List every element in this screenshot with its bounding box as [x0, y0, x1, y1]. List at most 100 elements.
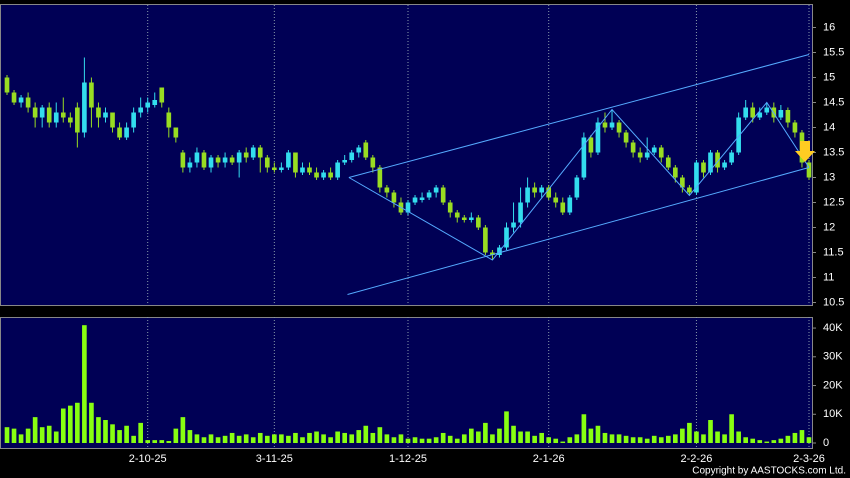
- candle-body: [53, 112, 59, 123]
- candle-body: [504, 227, 509, 248]
- candle-body: [46, 107, 52, 123]
- candle-body: [187, 162, 193, 168]
- candle-body: [539, 187, 544, 193]
- candle-body: [60, 112, 66, 118]
- volume-bar: [384, 434, 390, 443]
- volume-bar: [208, 434, 214, 443]
- volume-bar: [250, 437, 256, 443]
- candle-body: [25, 97, 31, 108]
- candle-body: [806, 162, 812, 178]
- volume-bar: [194, 434, 200, 443]
- volume-bar: [272, 434, 277, 443]
- candle-body: [103, 112, 108, 118]
- candle-body: [715, 152, 720, 168]
- copyright: Copyright by AASTOCKS.com Ltd.: [692, 466, 846, 477]
- candle-body: [222, 157, 228, 163]
- candle-body: [250, 147, 256, 158]
- volume-bar: [560, 441, 566, 443]
- volume-bar: [680, 428, 685, 443]
- volume-bar: [236, 435, 242, 443]
- candle-body: [736, 117, 741, 153]
- volume-bar: [32, 417, 38, 443]
- candle-body: [307, 167, 312, 173]
- volume-bar: [286, 435, 291, 443]
- volume-bar: [665, 435, 671, 443]
- volume-bar: [67, 405, 73, 443]
- candle-body: [644, 152, 650, 158]
- volume-bar: [405, 438, 411, 443]
- candle-body: [159, 87, 165, 103]
- candle-body: [694, 162, 699, 193]
- volume-bar: [447, 435, 453, 443]
- volume-panel: [0, 317, 813, 449]
- volume-bar: [103, 420, 108, 443]
- candle-body: [32, 107, 38, 118]
- y-tick-label: 15.5: [823, 46, 844, 58]
- candle-body: [616, 122, 622, 133]
- volume-bar: [722, 434, 727, 443]
- volume-bar: [588, 428, 594, 443]
- candle-body: [67, 117, 73, 123]
- volume-bar: [490, 434, 495, 443]
- candle-body: [546, 187, 552, 198]
- y-tick-label: 13.5: [823, 146, 844, 158]
- y-tick-label: 12.5: [823, 196, 844, 208]
- volume-bar: [504, 411, 509, 443]
- candle-body: [264, 157, 270, 168]
- candle-body: [166, 112, 172, 128]
- volume-bar: [792, 432, 798, 443]
- candle-body: [342, 160, 348, 163]
- y-tick-label: 10.5: [823, 296, 844, 308]
- candle-body: [110, 112, 115, 128]
- candle-body: [511, 222, 516, 228]
- x-tick-label: 2-1-26: [533, 453, 565, 465]
- volume-bar: [532, 435, 537, 443]
- candle-body: [4, 77, 10, 93]
- candle-body: [18, 97, 24, 103]
- volume-bar: [145, 440, 151, 443]
- volume-bar: [616, 434, 622, 443]
- volume-bar: [82, 325, 87, 443]
- candle-body: [412, 197, 418, 203]
- volume-bar: [243, 434, 249, 443]
- volume-bar: [546, 437, 552, 443]
- candle-body: [215, 157, 221, 163]
- candle-body: [778, 110, 784, 118]
- volume-bar: [553, 438, 559, 443]
- y-tick-label: 13: [823, 171, 835, 183]
- volume-bar: [138, 422, 143, 443]
- candle-body: [370, 157, 376, 168]
- volume-bar: [314, 431, 319, 443]
- volume-tick-label: 30K: [823, 351, 843, 363]
- volume-bar: [778, 438, 784, 443]
- candle-body: [476, 217, 481, 228]
- volume-bar: [124, 425, 129, 443]
- candle-body: [391, 192, 397, 203]
- candle-body: [377, 167, 383, 188]
- candle-body: [39, 107, 45, 118]
- candle-body: [201, 152, 207, 168]
- volume-bar: [595, 425, 601, 443]
- volume-bar: [658, 437, 664, 443]
- candle-body: [82, 82, 87, 133]
- volume-bar: [637, 437, 643, 443]
- x-tick-label: 2-10-25: [129, 453, 167, 465]
- candle-body: [468, 217, 474, 220]
- candle-body: [419, 197, 425, 200]
- volume-bar: [321, 434, 326, 443]
- y-tick-label: 11: [823, 271, 834, 283]
- candle-body: [532, 187, 537, 193]
- candle-body: [574, 177, 580, 198]
- candle-body: [764, 107, 770, 113]
- volume-bar: [574, 434, 580, 443]
- candle-body: [665, 157, 671, 168]
- volume-bar: [300, 437, 305, 443]
- volume-bar: [180, 417, 186, 443]
- y-tick-label: 16: [823, 21, 835, 33]
- x-tick-label: 1-12-25: [389, 453, 427, 465]
- volume-bar: [279, 434, 284, 443]
- candle-body: [708, 152, 713, 173]
- candle-body: [651, 147, 657, 153]
- signal-arrow: [795, 141, 815, 162]
- volume-bar: [307, 432, 312, 443]
